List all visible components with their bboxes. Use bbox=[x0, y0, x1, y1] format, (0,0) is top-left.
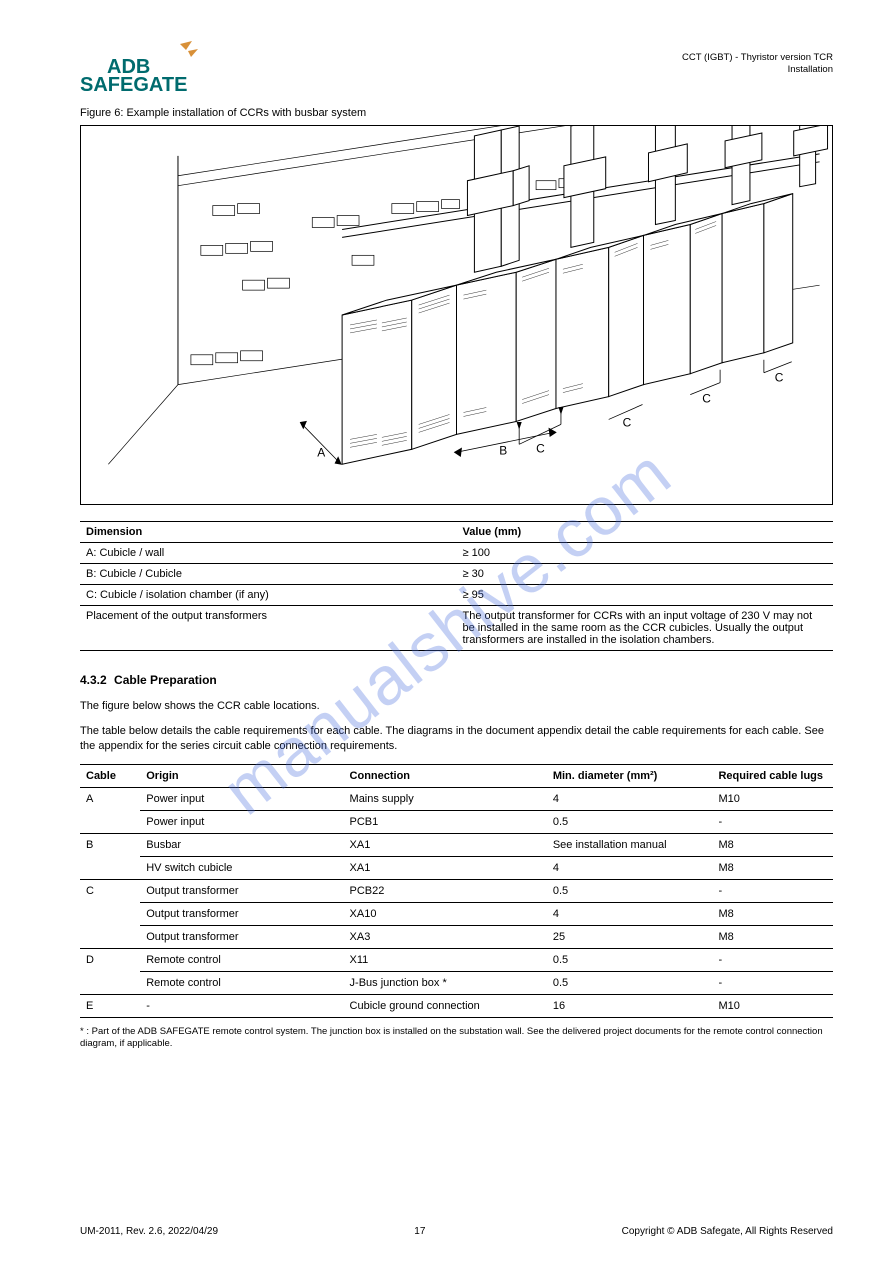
dimensions-table: Dimension Value (mm) A: Cubicle / wall≥ … bbox=[80, 521, 833, 651]
cable-h2: Origin bbox=[140, 764, 343, 787]
dim-label-c1: C bbox=[536, 441, 545, 455]
logo-text-bottom: SAFEGATE bbox=[80, 74, 187, 94]
section-title: Cable Preparation bbox=[114, 673, 217, 687]
page-footer: UM-2011, Rev. 2.6, 2022/04/29 17 Copyrig… bbox=[80, 1226, 833, 1237]
header-manual-title: CCT (IGBT) - Thyristor version TCR Insta… bbox=[682, 52, 833, 77]
header-section: Installation bbox=[682, 64, 833, 76]
section-number: 4.3.2 bbox=[80, 673, 107, 687]
dim-note-row: Placement of the output transformers The… bbox=[80, 606, 833, 651]
table-row: A Power input Mains supply 4 M10 bbox=[80, 787, 833, 810]
dim-label-c3: C bbox=[702, 392, 711, 406]
cable-h1: Cable bbox=[80, 764, 140, 787]
table-row: Output transformer XA3 25 M8 bbox=[80, 925, 833, 948]
header-product: CCT (IGBT) - Thyristor version TCR bbox=[682, 52, 833, 64]
paragraph: The figure below shows the CCR cable loc… bbox=[80, 699, 833, 714]
footer-right: Copyright © ADB Safegate, All Rights Res… bbox=[622, 1226, 833, 1237]
dim-label-a: A bbox=[317, 445, 325, 459]
table-row: B Busbar XA1 See installation manual M8 bbox=[80, 833, 833, 856]
cable-table: Cable Origin Connection Min. diameter (m… bbox=[80, 764, 833, 1018]
dim-note-text: The output transformer for CCRs with an … bbox=[457, 606, 834, 651]
dim-col2-header: Value (mm) bbox=[457, 522, 834, 543]
figure-caption: Figure 6: Example installation of CCRs w… bbox=[80, 107, 833, 119]
table-row: Output transformer XA10 4 M8 bbox=[80, 902, 833, 925]
table-row: HV switch cubicle XA1 4 M8 bbox=[80, 856, 833, 879]
dim-row: C: Cubicle / isolation chamber (if any)≥… bbox=[80, 585, 833, 606]
dim-label-c2: C bbox=[623, 415, 632, 429]
figure-illustration: A B C C C C bbox=[80, 125, 833, 505]
table-footnote: * : Part of the ADB SAFEGATE remote cont… bbox=[80, 1026, 833, 1051]
dim-col1-header: Dimension bbox=[80, 522, 457, 543]
dim-row: A: Cubicle / wall≥ 100 bbox=[80, 543, 833, 564]
table-row: Remote control J-Bus junction box * 0.5 … bbox=[80, 971, 833, 994]
table-row: Power input PCB1 0.5 - bbox=[80, 810, 833, 833]
cable-h4: Min. diameter (mm²) bbox=[547, 764, 713, 787]
table-row: C Output transformer PCB22 0.5 - bbox=[80, 879, 833, 902]
section-heading: 4.3.2 Cable Preparation bbox=[80, 673, 833, 687]
dim-row: B: Cubicle / Cubicle≥ 30 bbox=[80, 564, 833, 585]
table-row: D Remote control X11 0.5 - bbox=[80, 948, 833, 971]
footer-left: UM-2011, Rev. 2.6, 2022/04/29 bbox=[80, 1226, 218, 1237]
table-row: E - Cubicle ground connection 16 M10 bbox=[80, 994, 833, 1017]
cable-h3: Connection bbox=[344, 764, 547, 787]
cable-h5: Required cable lugs bbox=[712, 764, 833, 787]
dim-note-label: Placement of the output transformers bbox=[80, 606, 457, 651]
paragraph: The table below details the cable requir… bbox=[80, 724, 833, 754]
dim-label-b: B bbox=[499, 443, 507, 457]
dim-label-c4: C bbox=[775, 371, 784, 385]
footer-page: 17 bbox=[414, 1226, 425, 1237]
